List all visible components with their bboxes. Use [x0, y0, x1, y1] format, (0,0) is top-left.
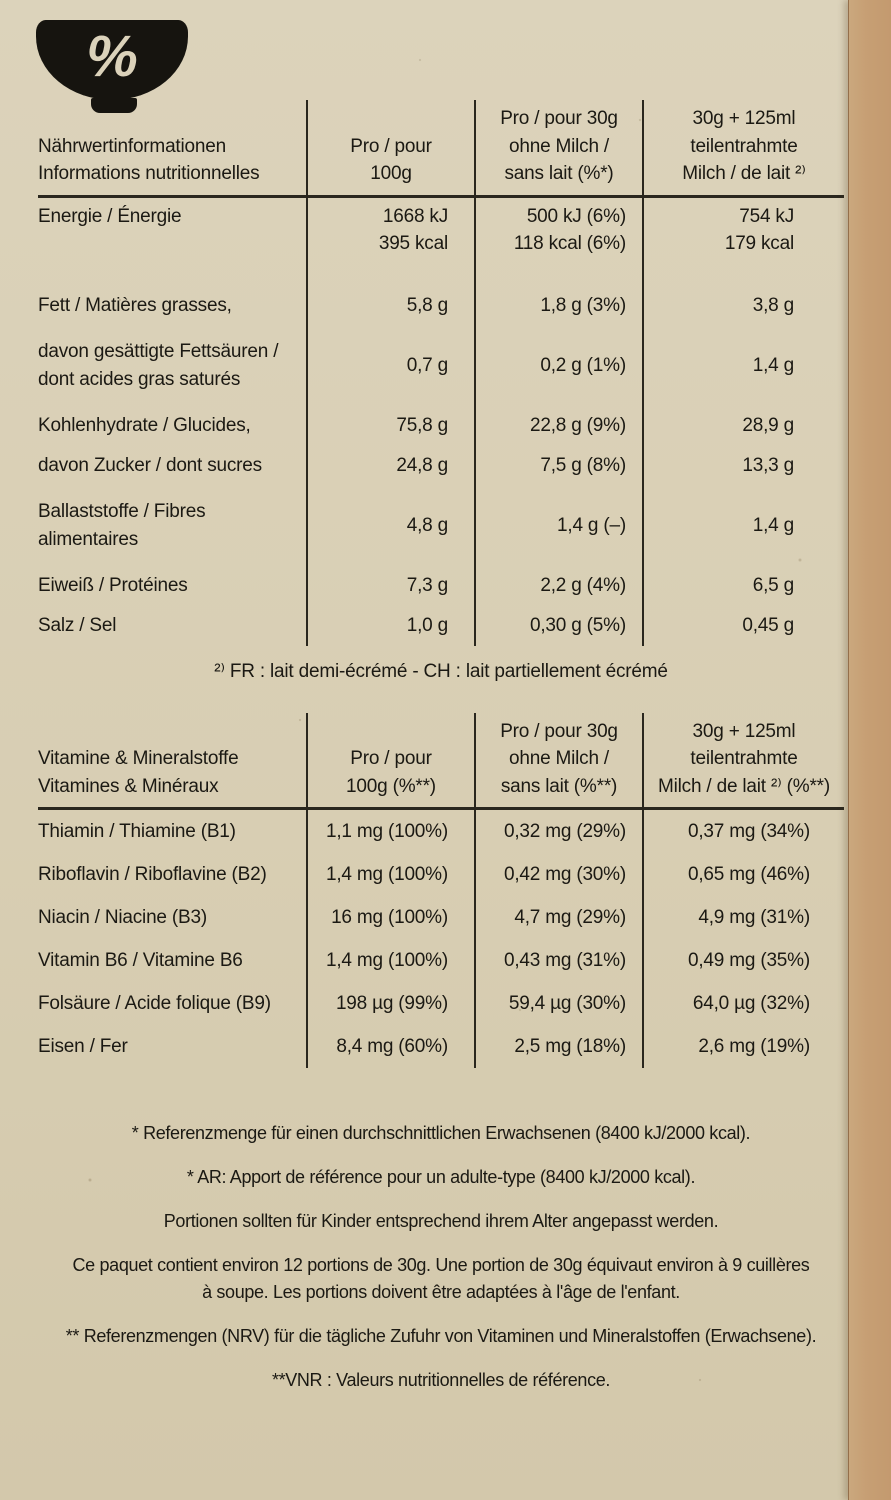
table-row-vitamin-b6: Vitamin B6 / Vitamine B6 1,4 mg (100%) 0… — [38, 939, 844, 983]
header-per-30g-no-milk: Pro / pour 30g ohne Milch / sans lait (%… — [474, 100, 642, 195]
row-label: Eiweiß / Protéines — [38, 574, 188, 596]
value-with-milk: 2,6 mg (19%) — [642, 1025, 844, 1069]
header-row-label: Vitamine & Mineralstoffe Vitamines & Min… — [38, 748, 239, 797]
value-per-100g: 7,3 g — [306, 565, 474, 606]
bowl-percent-icon: % — [36, 20, 192, 113]
value-with-milk: 28,9 g — [642, 405, 844, 446]
row-label: Thiamin / Thiamine (B1) — [38, 821, 236, 842]
table-row-saturates: davon gesättigte Fettsäuren / dont acide… — [38, 325, 844, 406]
footnote-nrv-de: ** Referenzmengen (NRV) für die tägliche… — [65, 1326, 817, 1347]
value-per-30g-no-milk: 500 kJ (6%) 118 kcal (6%) — [474, 197, 642, 286]
table-row-folic-acid: Folsäure / Acide folique (B9) 198 µg (99… — [38, 982, 844, 1026]
value-with-milk: 1,4 g — [642, 325, 844, 406]
bowl-foot — [91, 98, 137, 113]
row-label: davon gesättigte Fettsäuren / dont acide… — [38, 341, 279, 390]
value-with-milk: 1,4 g — [642, 485, 844, 566]
row-label: Fett / Matières grasses, — [38, 294, 232, 316]
value-with-milk: 754 kJ 179 kcal — [642, 197, 844, 286]
row-label: Vitamin B6 / Vitamine B6 — [38, 950, 243, 971]
value-per-100g: 0,7 g — [306, 325, 474, 406]
value-with-milk: 0,65 mg (46%) — [642, 853, 844, 897]
nutrition-table: Nährwertinformationen Informations nutri… — [38, 100, 844, 646]
header-with-milk: 30g + 125ml teilentrahmte Milch / de lai… — [642, 712, 844, 808]
value-per-30g-no-milk: 22,8 g (9%) — [474, 405, 642, 446]
row-label: Folsäure / Acide folique (B9) — [38, 993, 271, 1014]
value-per-30g-no-milk: 4,7 mg (29%) — [474, 896, 642, 940]
row-label: Kohlenhydrate / Glucides, — [38, 414, 251, 436]
header-row-label: Nährwertinformationen Informations nutri… — [38, 135, 260, 185]
table-row-energy: Energie / Énergie 1668 kJ 395 kcal 500 k… — [38, 197, 844, 286]
value-with-milk: 0,49 mg (35%) — [642, 939, 844, 983]
footnote-portions-fr: Ce paquet contient environ 12 portions d… — [72, 1255, 810, 1303]
value-with-milk: 4,9 mg (31%) — [642, 896, 844, 940]
row-label: Energie / Énergie — [38, 205, 182, 227]
header-with-milk: 30g + 125ml teilentrahmte Milch / de lai… — [642, 100, 844, 195]
row-label: Eisen / Fer — [38, 1036, 128, 1057]
value-per-100g: 1,4 mg (100%) — [306, 939, 474, 983]
header-per-100g: Pro / pour 100g — [306, 100, 474, 195]
row-label: Salz / Sel — [38, 614, 117, 636]
value-per-30g-no-milk: 0,2 g (1%) — [474, 325, 642, 406]
value-per-100g: 4,8 g — [306, 485, 474, 566]
value-per-30g-no-milk: 0,43 mg (31%) — [474, 939, 642, 983]
value-with-milk: 6,5 g — [642, 565, 844, 606]
value-per-30g-no-milk: 59,4 µg (30%) — [474, 982, 642, 1026]
value-per-100g: 1,0 g — [306, 605, 474, 646]
table-row-niacin: Niacin / Niacine (B3) 16 mg (100%) 4,7 m… — [38, 896, 844, 940]
table-row-fat: Fett / Matières grasses, 5,8 g 1,8 g (3%… — [38, 285, 844, 326]
value-per-30g-no-milk: 2,5 mg (18%) — [474, 1025, 642, 1069]
value-with-milk: 13,3 g — [642, 445, 844, 486]
value-per-100g: 1,4 mg (100%) — [306, 853, 474, 897]
value-per-100g: 16 mg (100%) — [306, 896, 474, 940]
table-row-riboflavin: Riboflavin / Riboflavine (B2) 1,4 mg (10… — [38, 853, 844, 897]
value-per-30g-no-milk: 0,30 g (5%) — [474, 605, 642, 646]
value-per-100g: 5,8 g — [306, 285, 474, 326]
nutrition-table-header: Nährwertinformationen Informations nutri… — [38, 100, 844, 198]
table-row-fibre: Ballaststoffe / Fibres alimentaires 4,8 … — [38, 485, 844, 566]
footnote-children-de: Portionen sollten für Kinder entsprechen… — [163, 1211, 719, 1232]
value-per-30g-no-milk: 0,32 mg (29%) — [474, 810, 642, 854]
value-per-100g: 75,8 g — [306, 405, 474, 446]
table-row-thiamin: Thiamin / Thiamine (B1) 1,1 mg (100%) 0,… — [38, 810, 844, 854]
milk-footnote: ²⁾ FR : lait demi-écrémé - CH : lait par… — [214, 660, 668, 682]
value-per-30g-no-milk: 7,5 g (8%) — [474, 445, 642, 486]
value-with-milk: 0,45 g — [642, 605, 844, 646]
footnote-reference-intake-fr: * AR: Apport de référence pour un adulte… — [186, 1167, 696, 1188]
value-per-30g-no-milk: 0,42 mg (30%) — [474, 853, 642, 897]
header-per-30g-no-milk: Pro / pour 30g ohne Milch / sans lait (%… — [474, 712, 642, 808]
footnote-reference-intake-de: * Referenzmenge für einen durchschnittli… — [131, 1123, 751, 1144]
table-row-carbohydrate: Kohlenhydrate / Glucides, 75,8 g 22,8 g … — [38, 405, 844, 446]
value-per-100g: 198 µg (99%) — [306, 982, 474, 1026]
value-with-milk: 64,0 µg (32%) — [642, 982, 844, 1026]
value-per-30g-no-milk: 1,4 g (–) — [474, 485, 642, 566]
table-row-iron: Eisen / Fer 8,4 mg (60%) 2,5 mg (18%) 2,… — [38, 1025, 844, 1069]
vitamins-table: Vitamine & Mineralstoffe Vitamines & Min… — [38, 712, 844, 1069]
value-per-30g-no-milk: 1,8 g (3%) — [474, 285, 642, 326]
value-per-100g: 1668 kJ 395 kcal — [306, 197, 474, 286]
row-label: Ballaststoffe / Fibres alimentaires — [38, 501, 206, 550]
value-per-30g-no-milk: 2,2 g (4%) — [474, 565, 642, 606]
panel-content: Nährwertinformationen Informations nutri… — [38, 100, 844, 1394]
row-label: davon Zucker / dont sucres — [38, 454, 262, 476]
footnotes-block: * Referenzmenge für einen durchschnittli… — [38, 1120, 844, 1394]
row-label: Riboflavin / Riboflavine (B2) — [38, 864, 267, 885]
table-row-protein: Eiweiß / Protéines 7,3 g 2,2 g (4%) 6,5 … — [38, 565, 844, 606]
footnote-vnr-fr: **VNR : Valeurs nutritionnelles de référ… — [271, 1370, 611, 1391]
value-per-100g: 1,1 mg (100%) — [306, 810, 474, 854]
value-per-100g: 8,4 mg (60%) — [306, 1025, 474, 1069]
package-edge — [848, 0, 891, 1500]
value-with-milk: 3,8 g — [642, 285, 844, 326]
bowl-shape: % — [36, 20, 188, 100]
vitamins-table-header: Vitamine & Mineralstoffe Vitamines & Min… — [38, 712, 844, 811]
row-label: Niacin / Niacine (B3) — [38, 907, 207, 928]
value-with-milk: 0,37 mg (34%) — [642, 810, 844, 854]
percent-glyph: % — [86, 24, 138, 89]
table-row-sugars: davon Zucker / dont sucres 24,8 g 7,5 g … — [38, 445, 844, 486]
table-row-salt: Salz / Sel 1,0 g 0,30 g (5%) 0,45 g — [38, 605, 844, 646]
header-per-100g: Pro / pour 100g (%**) — [306, 712, 474, 808]
value-per-100g: 24,8 g — [306, 445, 474, 486]
